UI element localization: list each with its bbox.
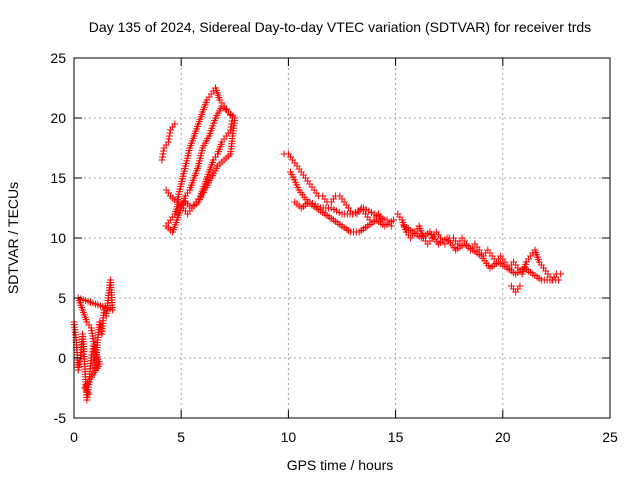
x-tick-label: 20: [495, 429, 511, 445]
data-point: [96, 318, 104, 326]
data-point: [158, 153, 166, 161]
data-point: [381, 216, 389, 224]
x-tick-label: 25: [602, 429, 618, 445]
x-tick-label: 15: [388, 429, 404, 445]
data-point: [158, 156, 166, 164]
data-point: [165, 135, 173, 143]
data-point: [165, 132, 173, 140]
data-point: [555, 276, 563, 284]
data-point: [85, 390, 93, 398]
data-points: [70, 84, 565, 404]
y-tick-label: 20: [50, 110, 66, 126]
data-point: [171, 120, 179, 128]
x-tick-label: 10: [281, 429, 297, 445]
data-point: [74, 366, 82, 374]
data-point: [166, 129, 174, 137]
data-point: [164, 138, 172, 146]
gridlines: [74, 58, 610, 418]
data-point: [389, 216, 397, 224]
y-tick-label: 5: [58, 290, 66, 306]
data-point: [159, 150, 167, 158]
chart-title: Day 135 of 2024, Sidereal Day-to-day VTE…: [89, 19, 591, 35]
x-tick-label: 0: [70, 429, 78, 445]
data-point: [75, 363, 83, 371]
y-tick-label: 25: [50, 50, 66, 66]
y-tick-label: 0: [58, 350, 66, 366]
x-axis-label: GPS time / hours: [287, 457, 394, 473]
data-point: [516, 282, 524, 290]
data-point: [557, 270, 565, 278]
y-axis-label: SDTVAR / TECUs: [5, 182, 21, 294]
data-point: [160, 147, 168, 155]
y-tick-label: 15: [50, 170, 66, 186]
y-tick-label: -5: [54, 410, 67, 426]
data-point: [181, 198, 189, 206]
y-tick-label: 10: [50, 230, 66, 246]
x-tick-label: 5: [177, 429, 185, 445]
